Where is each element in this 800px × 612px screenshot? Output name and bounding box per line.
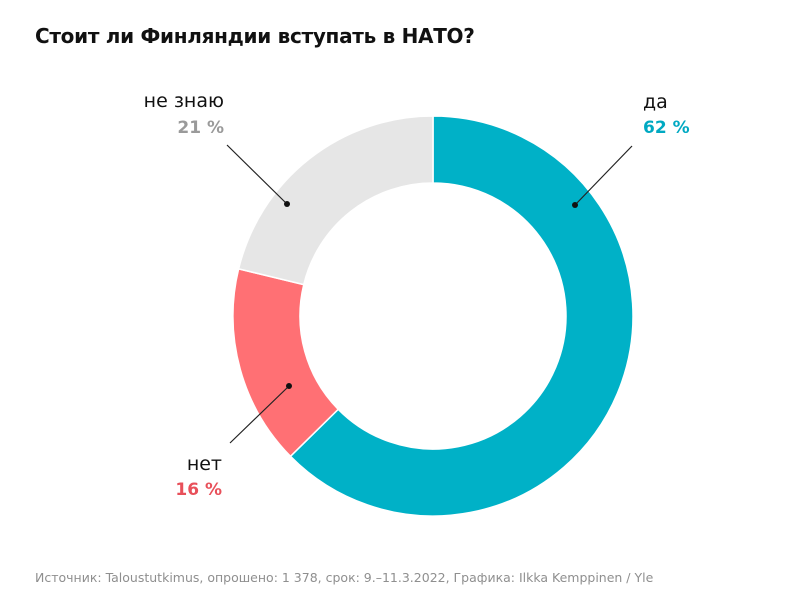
label-ne-znayu: не знаю: [144, 90, 224, 112]
leader-dot-ne-znayu: [284, 201, 290, 207]
label-net: нет: [187, 453, 222, 475]
slice-da: [289, 115, 634, 517]
leader-lines: [226, 144, 633, 444]
leader-da: [574, 145, 633, 206]
slice-ne-znayu: [237, 115, 434, 286]
leader-net: [229, 385, 290, 444]
label-da: да: [643, 91, 668, 113]
chart-title: Стоит ли Финляндии вступать в НАТО?: [35, 24, 475, 48]
leader-dot-da: [572, 202, 578, 208]
leader-ne-znayu: [226, 144, 288, 205]
value-ne-znayu: 21 %: [177, 118, 224, 138]
leader-dot-net: [286, 383, 292, 389]
value-da: 62 %: [643, 118, 690, 138]
source-note: Источник: Taloustutkimus, опрошено: 1 37…: [35, 570, 654, 585]
value-net: 16 %: [175, 480, 222, 500]
slices: [232, 115, 634, 517]
